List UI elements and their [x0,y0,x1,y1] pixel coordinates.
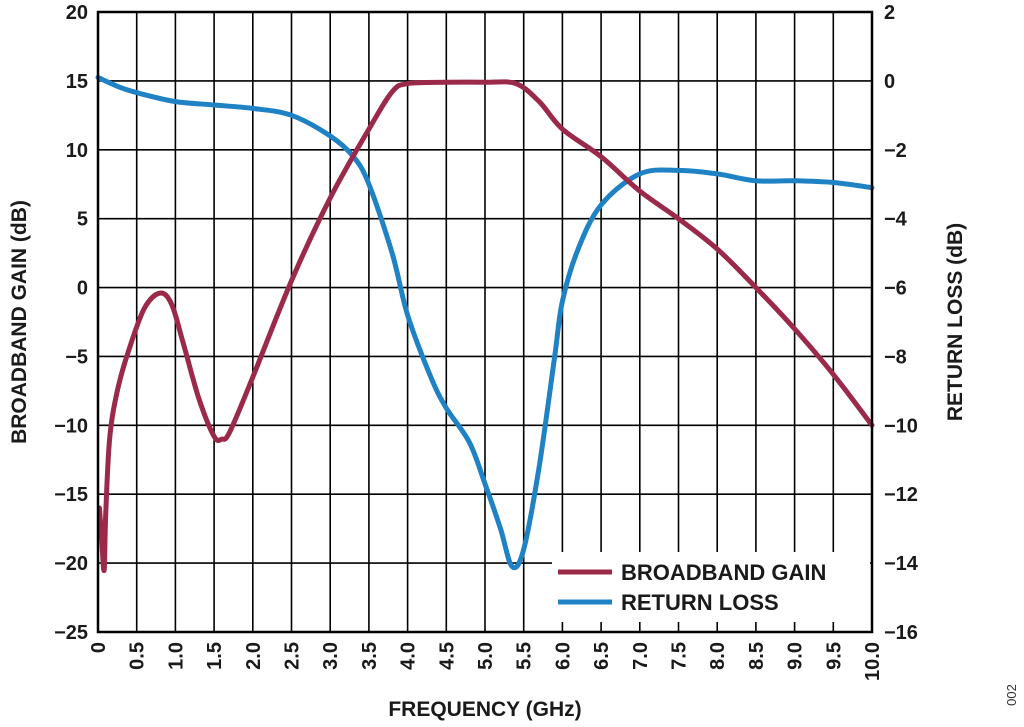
left-tick-label: −25 [54,622,88,644]
x-tick-label: 2.0 [243,642,265,670]
left-tick-label: 5 [77,209,88,231]
x-tick-label: 4.5 [436,642,458,670]
right-tick-labels: 2 0 −2 −4 −6 −8 −10 −12 −14 −16 [884,2,919,644]
right-tick-label: 0 [884,71,895,93]
right-tick-label: −16 [884,622,918,644]
left-tick-label: −20 [54,553,88,575]
left-tick-label: 10 [66,140,88,162]
x-tick-label: 9.5 [823,642,845,670]
right-tick-label: −12 [884,484,918,506]
x-tick-label: 9.0 [785,642,807,670]
x-tick-labels: 0 0.5 1.0 1.5 2.0 2.5 3.0 3.5 4.0 4.5 5.0 5.5 6.0 6.5… [88,642,884,681]
x-tick-label: 7.5 [669,642,691,670]
figure-id: 002 [1004,684,1019,706]
left-tick-label: −5 [65,346,88,368]
x-tick-label: 10.0 [862,642,884,681]
x-tick-label: 8.0 [707,642,729,670]
left-tick-label: 0 [77,278,88,300]
x-tick-label: 5.0 [475,642,497,670]
right-tick-label: −8 [884,346,907,368]
x-tick-label: 0 [88,642,110,653]
right-tick-label: −14 [884,553,919,575]
left-tick-label: 15 [66,71,88,93]
right-y-axis-title: RETURN LOSS (dB) [944,223,967,421]
x-tick-label: 3.0 [320,642,342,670]
x-axis-title: FREQUENCY (GHz) [388,698,581,721]
right-tick-label: −4 [884,209,908,231]
x-tick-label: 6.0 [552,642,574,670]
left-tick-label: −10 [54,415,88,437]
legend-label-broadband-gain: BROADBAND GAIN [621,560,826,585]
x-tick-label: 2.5 [282,642,304,670]
x-tick-label: 3.5 [359,642,381,670]
legend-label-return-loss: RETURN LOSS [621,590,779,615]
x-tick-label: 8.5 [746,642,768,670]
x-tick-label: 5.5 [514,642,536,670]
right-tick-label: −10 [884,415,918,437]
x-tick-label: 1.5 [204,642,226,670]
left-y-axis-title: BROADBAND GAIN (dB) [8,200,31,444]
right-tick-label: 2 [884,2,895,24]
x-tick-label: 0.5 [127,642,149,670]
x-tick-label: 6.5 [591,642,613,670]
series-line-return-loss [95,74,875,571]
left-tick-labels: 20 15 10 5 0 −5 −10 −15 −20 −25 [54,2,88,644]
right-tick-label: −2 [884,140,907,162]
x-tick-label: 7.0 [630,642,652,670]
left-tick-label: 20 [66,2,88,24]
legend-background [552,552,870,622]
x-tick-label: 4.0 [398,642,420,670]
plot-frame [96,10,874,634]
series-line-broadband-gain [97,79,875,574]
series-layer [95,74,875,574]
x-tick-label: 1.0 [165,642,187,670]
right-tick-label: −6 [884,278,907,300]
left-tick-label: −15 [54,484,88,506]
legend: BROADBAND GAIN RETURN LOSS [552,552,870,622]
